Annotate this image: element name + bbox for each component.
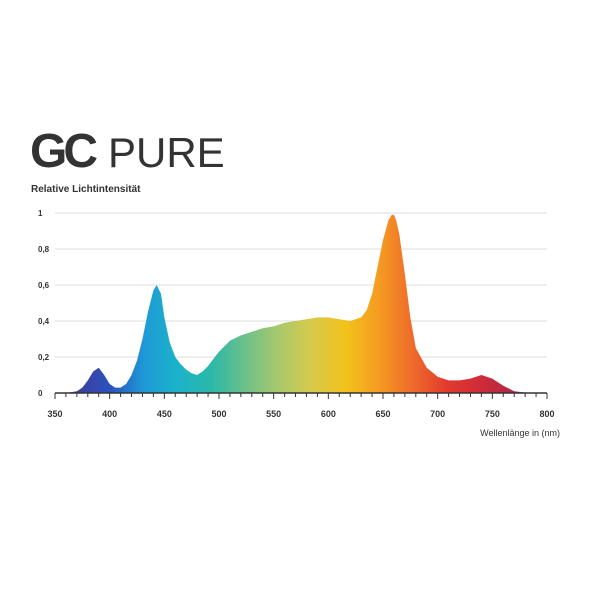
x-tick-label: 450 [157, 409, 172, 419]
x-tick-label: 600 [321, 409, 336, 419]
x-tick-label: 650 [375, 409, 390, 419]
logo-word: PURE [108, 129, 225, 176]
y-tick-label: 0,4 [38, 317, 50, 326]
x-tick-label: 700 [430, 409, 445, 419]
x-tick-label: 550 [266, 409, 281, 419]
x-tick-label: 800 [539, 409, 554, 419]
x-axis-label: Wellenlänge in (nm) [480, 428, 560, 438]
y-tick-label: 0,6 [38, 281, 50, 290]
y-tick-label: 1 [38, 209, 43, 218]
x-tick-label: 400 [102, 409, 117, 419]
x-tick-label: 500 [211, 409, 226, 419]
x-tick-label: 750 [485, 409, 500, 419]
logo-mark: GC [30, 125, 97, 178]
spectrum-area [65, 214, 537, 393]
y-tick-label: 0 [38, 389, 43, 398]
y-tick-label: 0,2 [38, 353, 50, 362]
gc-pure-logo: GC PURE [30, 125, 225, 178]
x-tick-label: 350 [47, 409, 62, 419]
y-tick-label: 0,8 [38, 245, 50, 254]
y-axis-label: Relative Lichtintensität [31, 184, 141, 195]
